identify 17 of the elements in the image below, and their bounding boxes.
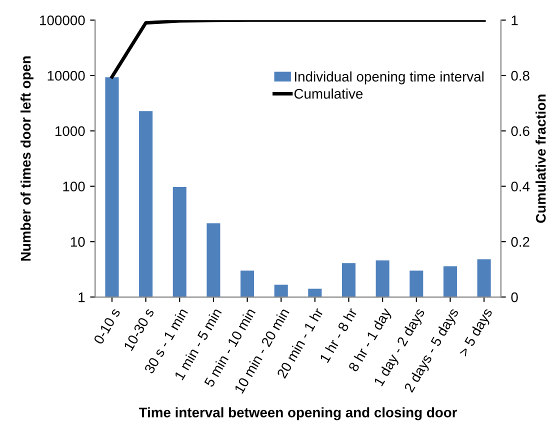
y2-tick-label: 0: [511, 292, 518, 302]
y-tick-label: 10000: [48, 70, 85, 81]
x-axis-title: Time interval between opening and closing door: [138, 407, 458, 420]
y2-tick-label: 0.4: [511, 182, 530, 192]
legend-label: Cumulative: [294, 88, 363, 99]
y2-tick-label: 0.2: [511, 236, 530, 247]
y-tick-label: 1000: [56, 126, 85, 136]
y2-tick-label: 1: [512, 16, 518, 26]
y2-tick-label: 0.8: [511, 70, 530, 81]
y-tick-label: 100000: [40, 15, 85, 26]
legend-label: Individual opening time interval: [294, 71, 484, 84]
y-tick-label: 1: [78, 292, 85, 302]
y-axis-title: Number of times door left open: [20, 56, 34, 261]
y-tick-label: 100: [63, 182, 85, 192]
y2-tick-label: 0.6: [511, 126, 530, 136]
y-tick-label: 10: [70, 236, 85, 247]
y2-axis-title: Cumulative fraction: [536, 94, 546, 223]
